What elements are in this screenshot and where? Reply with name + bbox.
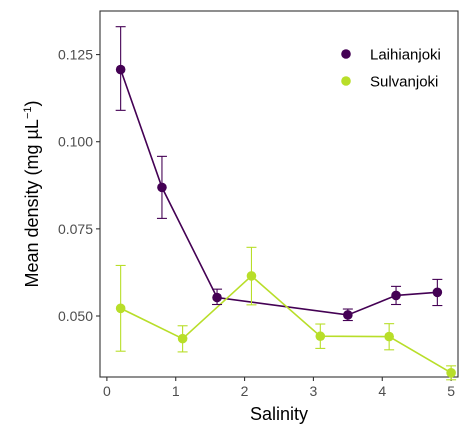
legend: Laihianjoki Sulvanjoki (341, 47, 441, 91)
data-point (246, 271, 257, 281)
data-point (432, 287, 443, 298)
panel-border (99, 10, 459, 378)
y-tick-label: 0.050 (58, 308, 93, 324)
data-point (177, 333, 188, 344)
x-axis-title: Salinity (250, 404, 308, 424)
x-tick-label: 2 (241, 383, 249, 399)
legend-key-1 (341, 76, 351, 86)
y-axis-title-end: ) (22, 101, 42, 107)
data-point (391, 290, 401, 301)
data-point (384, 331, 394, 342)
x-tick-label: 1 (172, 383, 180, 399)
y-axis-title: Mean density (mg µL−1) (22, 101, 42, 288)
y-tick-label: 0.100 (58, 134, 93, 150)
y-axis: 0.050 0.075 0.100 0.125 (58, 47, 100, 324)
data-points (115, 64, 456, 378)
x-tick-label: 3 (310, 383, 318, 399)
legend-label-1: Sulvanjoki (370, 74, 438, 91)
legend-key-0 (341, 49, 351, 59)
data-point (343, 310, 353, 320)
data-point (446, 368, 456, 378)
y-axis-title-main: Mean density (mg µL (22, 119, 42, 287)
series-lines (119, 69, 452, 374)
y-axis-title-superscript: −1 (22, 107, 34, 120)
x-tick-label: 0 (103, 383, 111, 399)
x-tick-label: 4 (378, 383, 386, 399)
y-tick-label: 0.125 (58, 47, 93, 63)
data-point (315, 331, 326, 342)
series-line-1 (120, 274, 452, 374)
x-tick-label: 5 (447, 383, 455, 399)
data-point (157, 182, 167, 193)
data-point (212, 292, 222, 303)
series-line-0 (119, 69, 438, 316)
y-tick-label: 0.075 (58, 221, 93, 237)
x-axis: 0 1 2 3 4 5 (103, 377, 455, 399)
data-point (115, 303, 126, 314)
data-point (115, 64, 126, 75)
legend-label-0: Laihianjoki (370, 47, 441, 64)
